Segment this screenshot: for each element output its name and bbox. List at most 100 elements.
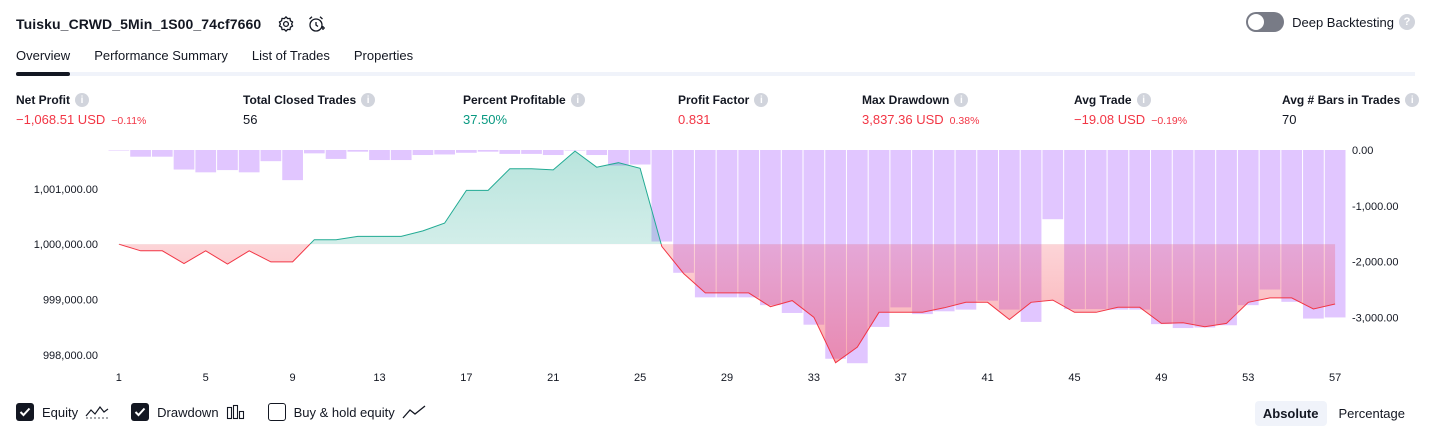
x-axis-tick-label: 57 bbox=[1329, 372, 1341, 384]
x-axis-tick-label: 41 bbox=[982, 372, 994, 384]
equity-drawdown-chart[interactable]: 1,001,000.00 1,000,000.00 999,000.00 998,00… bbox=[0, 138, 1431, 390]
buy-hold-checkbox[interactable] bbox=[267, 403, 286, 421]
drawdown-bar bbox=[521, 150, 542, 154]
metric-total-closed-trades: Total Closed Trades i 56 bbox=[243, 93, 376, 127]
drawdown-bar bbox=[173, 150, 195, 170]
right-axis-tick-label: -2,000.00 bbox=[1352, 257, 1398, 269]
metric-label: Avg Trade bbox=[1074, 93, 1132, 107]
drawdown-bar bbox=[238, 150, 260, 173]
metric-value: 0.831 bbox=[678, 112, 711, 127]
info-icon[interactable]: i bbox=[954, 93, 969, 107]
left-axis-tick-label: 999,000.00 bbox=[43, 295, 98, 307]
equity-line-positive bbox=[118, 150, 662, 245]
metric-avg-trade: Avg Trade i −19.08 USD −0.19% bbox=[1074, 93, 1187, 127]
info-icon[interactable]: i bbox=[754, 93, 769, 107]
metric-sub-value: 0.38% bbox=[949, 115, 980, 127]
drawdown-bar bbox=[456, 150, 477, 153]
right-axis-tick-label: 0.00 bbox=[1352, 145, 1373, 157]
report-tabs: Overview Performance Summary List of Tra… bbox=[16, 44, 1415, 76]
info-icon[interactable]: i bbox=[361, 93, 376, 107]
x-axis-tick-label: 33 bbox=[808, 372, 820, 384]
drawdown-bar bbox=[477, 150, 499, 152]
drawdown-bar bbox=[369, 150, 390, 161]
x-axis-tick-label: 53 bbox=[1242, 372, 1254, 384]
tab-list-of-trades[interactable]: List of Trades bbox=[251, 48, 330, 63]
tab-performance-summary[interactable]: Performance Summary bbox=[94, 48, 228, 63]
x-axis-tick-label: 1 bbox=[116, 372, 122, 384]
metric-value: −19.08 USD bbox=[1074, 112, 1146, 127]
drawdown-bar bbox=[130, 150, 151, 157]
x-axis-tick-label: 13 bbox=[373, 372, 385, 384]
x-axis-tick-label: 29 bbox=[721, 372, 733, 384]
help-icon[interactable]: ? bbox=[1399, 14, 1415, 30]
drawdown-bar bbox=[390, 150, 412, 161]
x-axis-tick-label: 45 bbox=[1068, 372, 1080, 384]
metric-label: Percent Profitable bbox=[463, 93, 566, 107]
left-axis-tick-label: 998,000.00 bbox=[43, 350, 98, 362]
drawdown-bar bbox=[282, 150, 303, 181]
metric-avg-bars-in-trades: Avg # Bars in Trades i 70 bbox=[1282, 93, 1420, 127]
x-axis-tick-label: 37 bbox=[895, 372, 907, 384]
equity-line-negative bbox=[118, 244, 1336, 364]
drawdown-bar bbox=[1042, 150, 1064, 220]
metric-label: Net Profit bbox=[16, 93, 70, 107]
drawdown-bar bbox=[108, 150, 130, 151]
legend-drawdown[interactable]: Drawdown bbox=[131, 403, 245, 421]
drawdown-checkbox[interactable] bbox=[131, 403, 150, 421]
drawdown-bar bbox=[303, 150, 325, 154]
drawdown-bar bbox=[608, 150, 629, 166]
left-axis-tick-label: 1,001,000.00 bbox=[34, 184, 98, 196]
equity-area-positive bbox=[309, 151, 662, 245]
drawdown-bar bbox=[542, 150, 564, 156]
deep-backtesting-label: Deep Backtesting bbox=[1292, 14, 1394, 30]
legend-equity-label: Equity bbox=[42, 404, 79, 420]
chart-legend: Equity Drawdown Buy & hold equity bbox=[16, 403, 448, 421]
equity-line-icon bbox=[85, 404, 109, 420]
strategy-title: Tuisku_CRWD_5Min_1S00_74cf7660 bbox=[16, 16, 262, 32]
drawdown-bar bbox=[499, 150, 521, 154]
settings-icon[interactable] bbox=[275, 13, 297, 35]
legend-buy-hold-label: Buy & hold equity bbox=[293, 404, 395, 420]
legend-drawdown-label: Drawdown bbox=[157, 404, 219, 420]
percentage-button[interactable]: Percentage bbox=[1338, 406, 1406, 421]
equity-area-negative bbox=[118, 244, 1336, 363]
equity-checkbox[interactable] bbox=[16, 403, 34, 421]
metric-value: 70 bbox=[1282, 112, 1297, 127]
metric-sub-value: −0.11% bbox=[111, 115, 147, 127]
drawdown-bar bbox=[412, 150, 434, 156]
value-mode-switch: Absolute Percentage bbox=[1251, 401, 1413, 426]
metric-percent-profitable: Percent Profitable i 37.50% bbox=[463, 93, 585, 127]
metric-label: Avg # Bars in Trades bbox=[1282, 93, 1401, 107]
metric-sub-value: −0.19% bbox=[1151, 115, 1188, 127]
legend-buy-hold[interactable]: Buy & hold equity bbox=[267, 403, 426, 421]
drawdown-bar bbox=[586, 150, 608, 156]
metric-value: −1,068.51 USD bbox=[16, 112, 106, 127]
drawdown-bar bbox=[434, 150, 456, 155]
tab-properties[interactable]: Properties bbox=[353, 48, 414, 63]
x-axis-tick-label: 21 bbox=[547, 372, 559, 384]
right-axis-tick-label: -3,000.00 bbox=[1352, 312, 1398, 324]
alarm-clock-icon[interactable] bbox=[305, 13, 327, 35]
x-axis-tick-label: 25 bbox=[634, 372, 646, 384]
absolute-button[interactable]: Absolute bbox=[1254, 401, 1327, 426]
info-icon[interactable]: i bbox=[1136, 93, 1151, 107]
deep-backtesting-toggle[interactable] bbox=[1246, 12, 1285, 32]
bar-chart-icon bbox=[226, 404, 246, 420]
metric-label: Max Drawdown bbox=[862, 93, 950, 107]
info-icon[interactable]: i bbox=[75, 93, 89, 107]
metric-value: 3,837.36 USD bbox=[862, 112, 944, 127]
equity-series bbox=[118, 150, 1336, 364]
drawdown-bar bbox=[195, 150, 217, 173]
deep-backtesting-control: Deep Backtesting ? bbox=[1246, 12, 1415, 32]
metric-label: Profit Factor bbox=[678, 93, 750, 107]
tab-overview[interactable]: Overview bbox=[16, 44, 71, 76]
info-icon[interactable]: i bbox=[1405, 93, 1420, 107]
metric-label: Total Closed Trades bbox=[243, 93, 357, 107]
drawdown-bar bbox=[564, 150, 586, 151]
legend-equity[interactable]: Equity bbox=[16, 403, 109, 421]
info-icon[interactable]: i bbox=[570, 93, 585, 107]
drawdown-bar bbox=[673, 150, 694, 273]
trend-line-icon bbox=[402, 404, 426, 420]
drawdown-bar bbox=[325, 150, 347, 159]
metric-value: 37.50% bbox=[463, 112, 508, 127]
